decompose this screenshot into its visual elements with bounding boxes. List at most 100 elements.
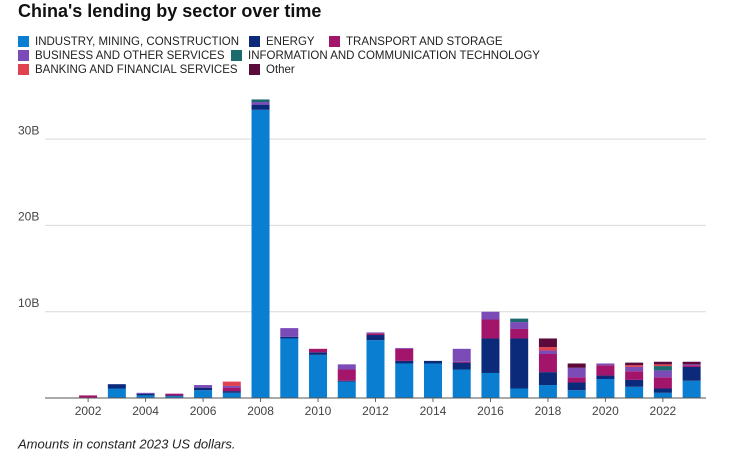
bar-segment <box>395 360 414 364</box>
bar-segment <box>452 348 471 362</box>
bar-segment <box>165 396 184 398</box>
x-tick-label: 2010 <box>305 404 332 418</box>
x-tick-label: 2016 <box>477 404 504 418</box>
bar-segment <box>366 340 385 398</box>
bar-segment <box>251 104 270 110</box>
bar-segment <box>538 372 557 386</box>
bar-segment <box>423 360 442 364</box>
y-tick-label: 10B <box>18 296 39 310</box>
bar-segment <box>280 328 299 337</box>
bar-segment <box>452 362 471 370</box>
bar-segment <box>194 387 213 391</box>
bar-segment <box>337 369 356 381</box>
bar-segment <box>510 318 529 323</box>
bar-segment <box>625 379 644 387</box>
bar-segment <box>222 385 241 388</box>
bar-segment <box>682 364 701 366</box>
x-tick-label: 2004 <box>132 404 159 418</box>
bar-segment <box>79 395 98 398</box>
bar-segment <box>452 361 471 363</box>
bar-segment <box>366 332 385 334</box>
bar-segment <box>538 338 557 348</box>
legend-label: BANKING AND FINANCIAL SERVICES <box>35 64 238 76</box>
legend-swatch <box>249 36 260 47</box>
bar-segment <box>165 393 184 396</box>
bar-segment <box>625 386 644 398</box>
bar-segment <box>510 322 529 329</box>
bar-segment <box>682 380 701 398</box>
bar-segment <box>222 392 241 398</box>
bar-segment <box>280 338 299 398</box>
bar-segment <box>136 392 155 394</box>
bar-segment <box>653 377 672 389</box>
bar-segment <box>136 395 155 398</box>
bar-segment <box>452 369 471 398</box>
bar-segment <box>653 361 672 365</box>
bar-segment <box>309 354 328 398</box>
bar-segment <box>567 363 586 368</box>
bar-segment <box>251 109 270 398</box>
bar-segment <box>625 362 644 366</box>
bar-segment <box>251 102 270 105</box>
bar-segment <box>625 365 644 367</box>
legend-label: INFORMATION AND COMMUNICATION TECHNOLOGY <box>248 50 540 62</box>
legend-label: BUSINESS AND OTHER SERVICES <box>35 50 225 62</box>
bar-segment <box>567 390 586 398</box>
bar-segment <box>538 347 557 351</box>
bar-segment <box>107 384 126 389</box>
bar-segment <box>653 392 672 398</box>
bar-segment <box>653 366 672 371</box>
bar-segment <box>222 387 241 392</box>
bar-segment <box>596 365 615 376</box>
bar-segment <box>395 348 414 361</box>
bar-segment <box>567 377 586 383</box>
bar-segment <box>423 363 442 398</box>
bar-segment <box>625 366 644 372</box>
x-tick-label: 2002 <box>75 404 102 418</box>
x-tick-label: 2012 <box>362 404 389 418</box>
x-tick-label: 2018 <box>535 404 562 418</box>
bar-segment <box>682 365 701 367</box>
bar-segment <box>337 364 356 370</box>
legend-label: TRANSPORT AND STORAGE <box>346 36 503 48</box>
bar-segment <box>510 338 529 389</box>
bar-segment <box>567 367 586 378</box>
bar-segment <box>337 381 356 398</box>
bar-segment <box>280 336 299 339</box>
bar-segment <box>653 364 672 367</box>
bar-segment <box>596 379 615 398</box>
bar-segment <box>194 390 213 398</box>
bar-segment <box>366 335 385 341</box>
legend-swatch <box>18 50 29 61</box>
bar-segment <box>194 385 213 388</box>
bar-segment <box>538 350 557 354</box>
y-tick-label: 20B <box>18 210 39 224</box>
y-tick-label: 30B <box>18 123 39 137</box>
bar-segment <box>653 388 672 393</box>
x-tick-label: 2008 <box>247 404 274 418</box>
legend-label: Other <box>266 64 295 76</box>
bar-segment <box>481 372 500 398</box>
bar-segment <box>395 347 414 349</box>
legend-swatch <box>18 36 29 47</box>
bar-segment <box>682 361 701 365</box>
bar-segment <box>222 391 241 393</box>
bar-segment <box>682 366 701 381</box>
bar-segment <box>309 348 328 353</box>
x-tick-label: 2022 <box>650 404 677 418</box>
legend-swatch <box>329 36 340 47</box>
bar-segment <box>481 338 500 373</box>
bar-segment <box>625 371 644 380</box>
bar-segment <box>107 388 126 398</box>
legend-label: ENERGY <box>266 36 315 48</box>
legend-swatch <box>249 64 260 75</box>
bar-segment <box>653 370 672 378</box>
bar-segment <box>395 363 414 398</box>
bar-segment <box>165 395 184 397</box>
bar-segment <box>481 311 500 320</box>
bar-segment <box>596 375 615 380</box>
legend-swatch <box>231 50 242 61</box>
legend-label: INDUSTRY, MINING, CONSTRUCTION <box>35 36 239 48</box>
bar-segment <box>510 328 529 339</box>
